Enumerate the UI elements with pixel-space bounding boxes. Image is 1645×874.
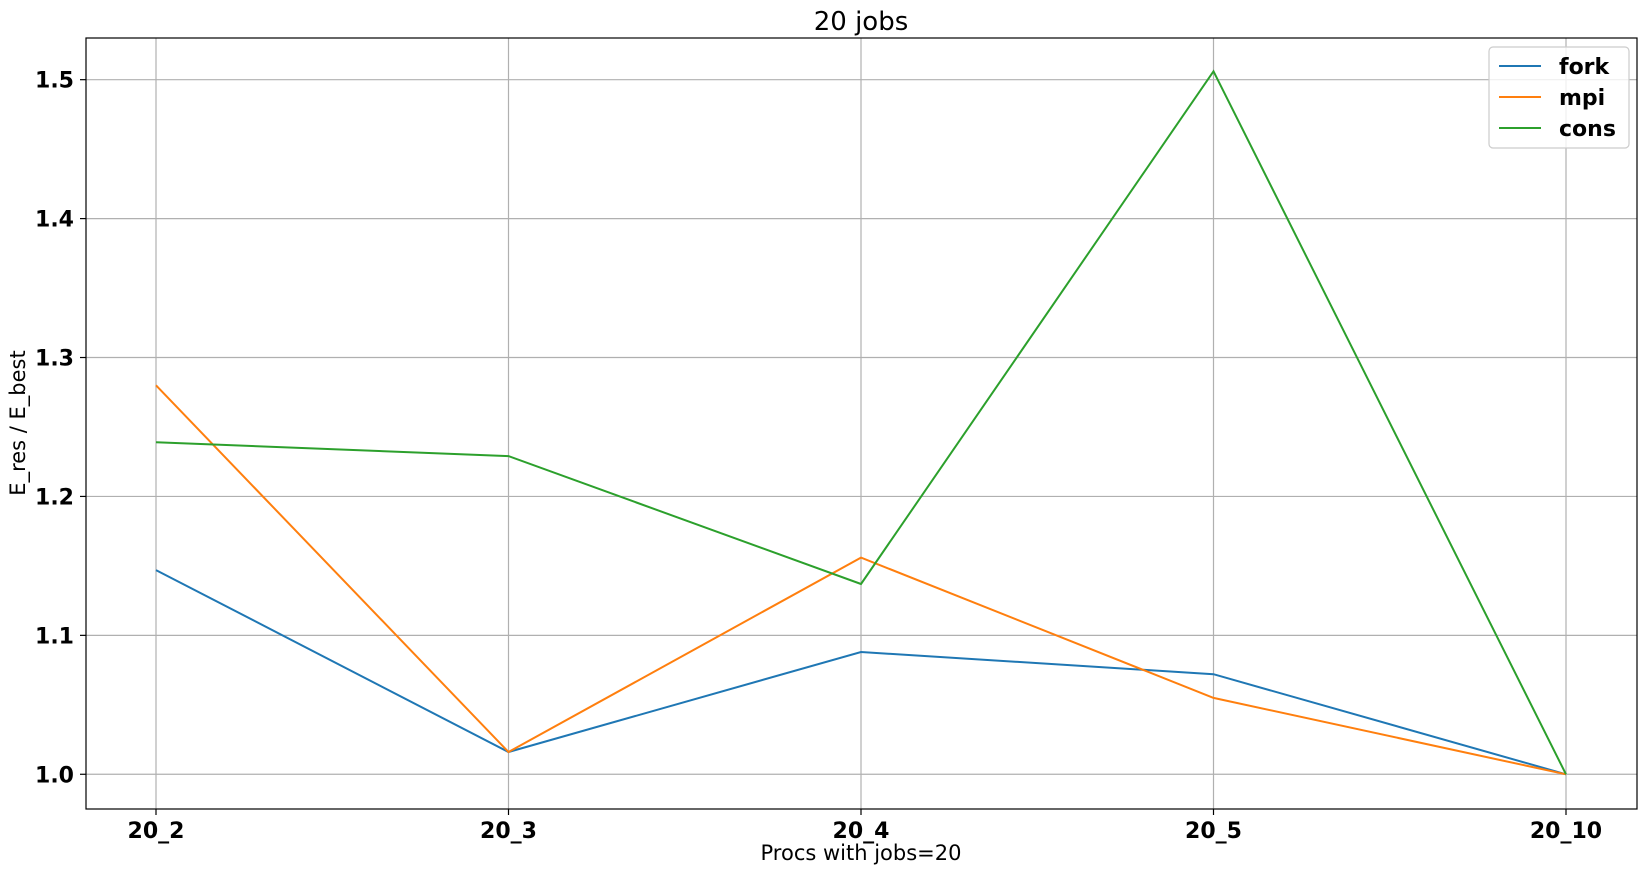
- series-line-cons: [155, 69, 1567, 775]
- x-tick-label: 20_3: [480, 819, 537, 844]
- y-tick-label: 1.5: [35, 69, 74, 94]
- y-tick-label: 1.4: [35, 208, 74, 233]
- x-axis-label: Procs with jobs=20: [761, 841, 962, 865]
- y-tick-label: 1.2: [35, 485, 74, 510]
- legend-label-mpi: mpi: [1559, 86, 1605, 111]
- y-tick-label: 1.3: [35, 347, 74, 372]
- y-tick-label: 1.1: [35, 624, 74, 649]
- y-axis-ticks: 1.0 1.1 1.2 1.3 1.4 1.5: [35, 69, 86, 788]
- series-lines: [155, 69, 1567, 776]
- legend-label-cons: cons: [1559, 117, 1616, 142]
- chart-title: 20 jobs: [814, 7, 909, 37]
- x-tick-label: 20_10: [1530, 819, 1602, 844]
- x-tick-label: 20_2: [128, 819, 185, 844]
- series-line-mpi: [155, 384, 1567, 776]
- legend: fork mpi cons: [1488, 46, 1630, 149]
- y-axis-label: E_res / E_best: [6, 350, 31, 495]
- x-tick-label: 20_5: [1185, 819, 1242, 844]
- legend-box: [1488, 46, 1630, 149]
- grid: [86, 38, 1637, 809]
- x-tick-label: 20_4: [833, 819, 890, 844]
- series-line-fork: [155, 569, 1567, 776]
- y-tick-label: 1.0: [35, 763, 74, 788]
- legend-label-fork: fork: [1559, 55, 1611, 80]
- x-axis-ticks: 20_2 20_3 20_4 20_5 20_10: [128, 809, 1602, 844]
